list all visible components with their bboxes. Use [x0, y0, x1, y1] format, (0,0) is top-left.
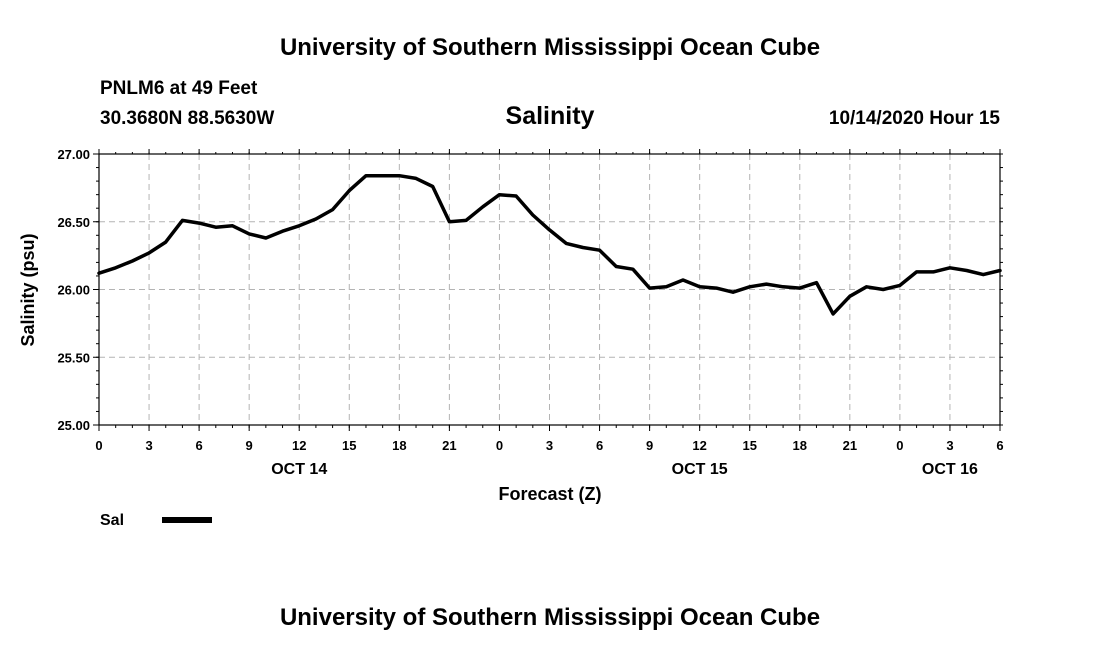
x-tick-label: 6	[195, 438, 202, 453]
x-tick-label: 0	[896, 438, 903, 453]
x-tick-label: 21	[442, 438, 456, 453]
station-coords: 30.3680N 88.5630W	[100, 108, 274, 129]
x-tick-label: 0	[496, 438, 503, 453]
x-tick-label: 12	[692, 438, 706, 453]
y-axis: 25.00 25.50 26.00 26.50 27.00	[57, 147, 1003, 433]
y-tick-label: 26.00	[57, 283, 90, 298]
x-tick-label: 9	[246, 438, 253, 453]
x-tick-label: 6	[596, 438, 603, 453]
plot-frame	[98, 153, 1001, 426]
x-tick-label: 3	[546, 438, 553, 453]
x-tick-label: 18	[793, 438, 807, 453]
y-tick-label: 25.50	[57, 350, 90, 365]
issued-time: 10/14/2020 Hour 15	[829, 108, 1001, 129]
series-line-sal	[97, 173, 1002, 316]
x-tick-label: 18	[392, 438, 406, 453]
y-tick-label: 27.00	[57, 147, 90, 162]
date-label: OCT 14	[271, 461, 327, 478]
chart-title: University of Southern Mississippi Ocean…	[280, 34, 820, 61]
date-labels: OCT 14 OCT 15 OCT 16	[271, 461, 978, 478]
x-tick-label: 21	[843, 438, 857, 453]
y-tick-label: 26.50	[57, 215, 90, 230]
y-axis-label: Salinity (psu)	[18, 233, 38, 346]
legend-label: Sal	[100, 512, 124, 529]
series-layer	[97, 173, 1002, 316]
date-label: OCT 16	[922, 461, 978, 478]
x-tick-label: 15	[342, 438, 356, 453]
x-tick-label: 15	[742, 438, 756, 453]
x-tick-label: 6	[996, 438, 1003, 453]
x-tick-label: 3	[145, 438, 152, 453]
x-tick-label: 9	[646, 438, 653, 453]
x-axis: 0 3 6 9 12 15 18 21 0 3 6 9 12 15 18 21 0 3 6	[95, 149, 1004, 453]
y-tick-label: 25.00	[57, 418, 90, 433]
x-tick-label: 0	[95, 438, 102, 453]
footer-title: University of Southern Mississippi Ocean…	[280, 604, 820, 631]
x-axis-label: Forecast (Z)	[498, 484, 601, 504]
x-tick-label: 3	[946, 438, 953, 453]
station-name: PNLM6 at 49 Feet	[100, 78, 258, 99]
x-tick-label: 12	[292, 438, 306, 453]
date-label: OCT 15	[672, 461, 728, 478]
variable-title: Salinity	[506, 102, 595, 130]
